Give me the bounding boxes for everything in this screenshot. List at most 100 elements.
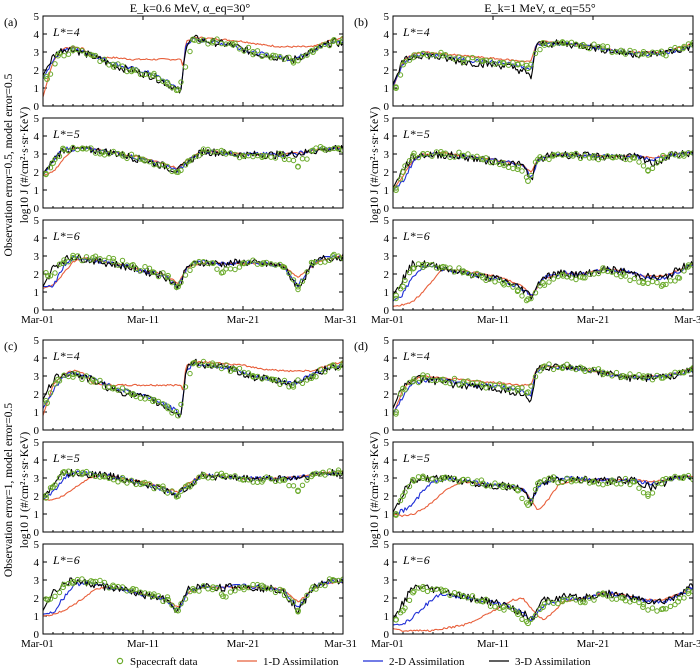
- panel-a-1-data-point: [150, 72, 156, 79]
- panel-a-2-data-point: [175, 169, 181, 175]
- panel-b-1-data: [393, 39, 693, 91]
- panel-b-2-scatter-point: [483, 155, 489, 161]
- panel-d-1-line-1d: [393, 364, 693, 416]
- panel-a-1-scatter-point: [101, 56, 108, 62]
- panel-b-3-scatter-point: [627, 277, 633, 283]
- panel-b-2-scatter-point: [519, 168, 525, 174]
- panel-b-3-data-point: [420, 262, 426, 268]
- panel-c-1-scatter-point: [277, 381, 283, 387]
- panel-b-2-scatter-point: [406, 158, 413, 164]
- panel-d-2-scatter-point: [492, 480, 498, 486]
- panel-d-3-data-point: [515, 611, 521, 618]
- panel-a-2-scatter-point: [124, 155, 130, 162]
- panel-d-2-scatter-point: [550, 474, 557, 480]
- panel-b-1-ytick-label: 0: [384, 101, 390, 113]
- panel-a-2-scatter-point: [268, 154, 274, 160]
- legend-label-2d: 2-D Assimilation: [389, 656, 465, 668]
- panel-b-2-line-3d: [393, 150, 693, 189]
- panel-b-3-scatter-point: [447, 265, 453, 271]
- panel-b-1-data-point: [620, 49, 626, 55]
- panel-d-1-scatter-point: [528, 383, 534, 389]
- panel-a-2-scatter-point: [290, 157, 297, 164]
- panel-c-3-scatter-point: [214, 585, 220, 591]
- panel-c-3-scatter-point: [196, 588, 202, 594]
- panel-a-1-data-point: [340, 38, 343, 45]
- panel-a-3-scatter-point: [115, 262, 121, 268]
- panel-c-3-scatter-point: [227, 589, 234, 595]
- panel-b-2-scatter-point: [514, 166, 521, 173]
- panel-a-3-data-point: [210, 260, 216, 267]
- panel-d-1-data-point: [600, 369, 606, 376]
- panel-b-3-scatter-point: [658, 283, 665, 289]
- panel-d-2-data-point: [400, 493, 406, 499]
- panel-c-1-scatter-point: [83, 373, 90, 379]
- panel-b-3-data-point: [515, 287, 521, 294]
- panel-b-1-data-point: [600, 45, 606, 52]
- panel-a-3-data-point: [310, 260, 316, 267]
- panel-c-1-scatter-point: [101, 384, 108, 390]
- panel-c-3-scatter-point: [286, 595, 292, 602]
- panel-c-1-scatter-point: [178, 401, 184, 408]
- panel-a-1-scatter-point: [236, 46, 243, 52]
- panel-c-2-data-point: [100, 473, 106, 480]
- panel-d-3-scatter-point: [505, 603, 512, 610]
- panel-c-3-xtick-label: Mar-31: [324, 638, 357, 650]
- panel-c-1-scatter-point: [335, 365, 342, 371]
- panel-b-2-data-point: [610, 154, 616, 161]
- panel-a-1-data-point: [290, 58, 296, 64]
- panel-c-3-ytick-label: 3: [34, 575, 40, 587]
- panel-b-2-data-point: [500, 160, 506, 166]
- panel-a-2-ytick-label: 1: [34, 185, 40, 197]
- panel-a-1-scatter-point: [79, 48, 85, 54]
- row-label-top: Observation error=0.5, model error=0.5: [3, 73, 15, 256]
- panel-a-1-scatter-point: [326, 42, 333, 49]
- panel-b-1-scatter-point: [537, 46, 543, 53]
- panel-c-3-ytick-label: 5: [34, 539, 40, 551]
- panel-b-3-xtick-label: Mar-11: [477, 314, 509, 326]
- panel-d-3-xtick-label: Mar-01: [371, 638, 404, 650]
- panel-c-2-scatter-point: [88, 471, 94, 477]
- panel-d-3-data-point: [620, 595, 626, 601]
- panel-d-3-scatter-point: [663, 606, 669, 612]
- panel-b-2-data-point: [400, 169, 406, 175]
- panel-d-1-ytick-label: 0: [384, 425, 390, 437]
- panel-d-2-scatter-point: [406, 483, 413, 490]
- panel-a-3-scatter-point: [65, 259, 72, 265]
- panel-d-2-scatter-point: [429, 476, 435, 482]
- panel-d-3-ytick-label: 1: [384, 611, 390, 623]
- panel-c-3-data-point: [110, 582, 116, 589]
- panel-b-3-scatter-point: [573, 276, 579, 283]
- panel-a-1-ytick-label: 5: [34, 11, 40, 23]
- panel-d-1-ytick-label: 4: [384, 353, 390, 365]
- panel-b-3-scatter-point: [429, 262, 435, 268]
- panel-a-1-scatter-point: [119, 63, 126, 69]
- panel-b-1-scatter-point: [532, 50, 539, 57]
- panel-a-2-scatter-point: [106, 151, 112, 157]
- panel-d-1-scatter-point: [474, 379, 480, 385]
- panel-c-2-scatter-point: [245, 477, 252, 483]
- panel-c-1-scatter-point: [187, 370, 193, 377]
- panel-a-3-scatter-point: [169, 279, 175, 286]
- panel-a-3-ytick-label: 1: [34, 287, 40, 299]
- panel-c-3-scatter-point: [245, 584, 252, 591]
- panel-a-1-scatter-point: [281, 56, 288, 62]
- panel-a-3-scatter-point: [335, 253, 342, 259]
- panel-a-1-ytick-label: 4: [34, 29, 40, 41]
- panel-b-3-ytick-label: 3: [384, 251, 390, 263]
- panel-c-2-ytick-label: 2: [34, 491, 40, 503]
- panel-d-2-data-point: [420, 475, 426, 481]
- panel-d-3-scatter-point: [586, 595, 593, 601]
- panel-c-2-scatter-point: [191, 479, 198, 486]
- panel-b-2-scatter-point: [577, 155, 584, 162]
- panel-d-1-ytick-label: 5: [384, 335, 390, 347]
- panel-c-1-scatter-point: [304, 377, 310, 383]
- panel-a-3-scatter-point: [304, 269, 310, 275]
- panel-c-2-scatter-point: [254, 479, 261, 485]
- panel-d-1-data-point: [515, 385, 521, 392]
- panel-a-1: 0 1 2 3 4 5 L*=4: [34, 11, 344, 113]
- panel-c-3-scatter-point: [119, 584, 126, 590]
- panel-c-3-data-point: [150, 593, 156, 600]
- panel-b-3: 0 1 2 3 4 5 Mar-01 Mar-11 Mar-21 Mar-31 L*=6: [371, 215, 700, 326]
- panel-b-2-data-point: [393, 187, 399, 193]
- panel-b-2-data-point: [410, 152, 416, 159]
